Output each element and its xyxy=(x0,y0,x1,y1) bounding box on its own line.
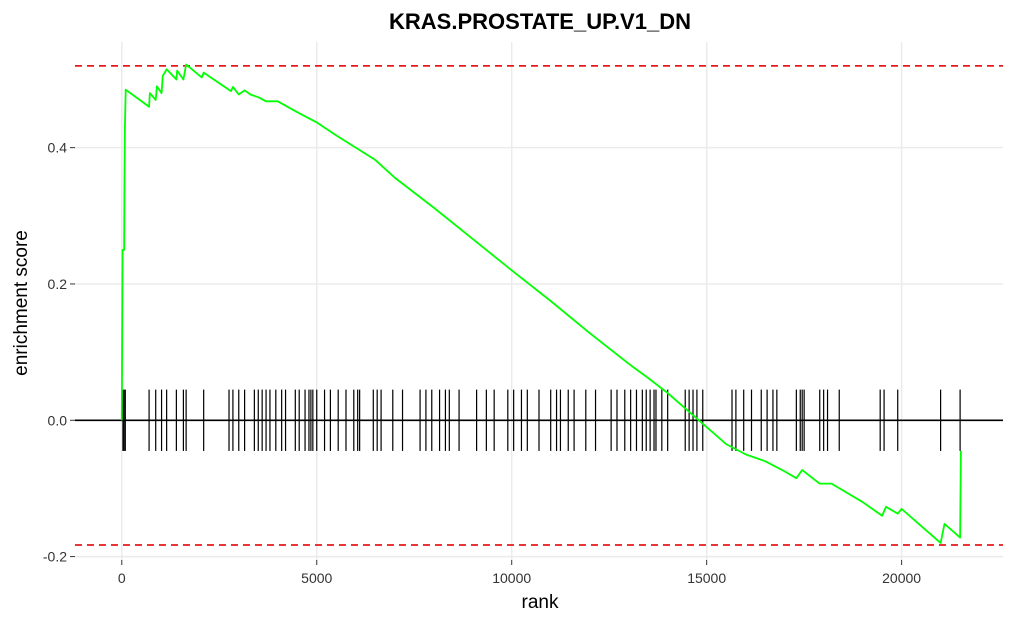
x-axis-label: rank xyxy=(522,592,559,613)
x-tick-label: 20000 xyxy=(882,570,921,586)
y-tick-label: 0.0 xyxy=(48,412,68,428)
y-axis-ticks: -0.2 0.0 0.2 0.4 xyxy=(43,140,75,565)
y-tick-label: 0.2 xyxy=(48,276,68,292)
x-tick-label: 5000 xyxy=(301,570,332,586)
x-tick-label: 0 xyxy=(118,570,126,586)
y-tick-label: 0.4 xyxy=(48,140,68,156)
x-tick-label: 15000 xyxy=(687,570,726,586)
chart-title: KRAS.PROSTATE_UP.V1_DN xyxy=(389,9,691,34)
grid-lines xyxy=(75,42,1003,560)
y-axis-label: enrichment score xyxy=(11,230,32,376)
x-axis-ticks: 0 5000 10000 15000 20000 xyxy=(118,560,921,586)
running-enrichment-score-line xyxy=(120,63,962,544)
y-tick-label: -0.2 xyxy=(43,549,67,565)
x-tick-label: 10000 xyxy=(492,570,531,586)
